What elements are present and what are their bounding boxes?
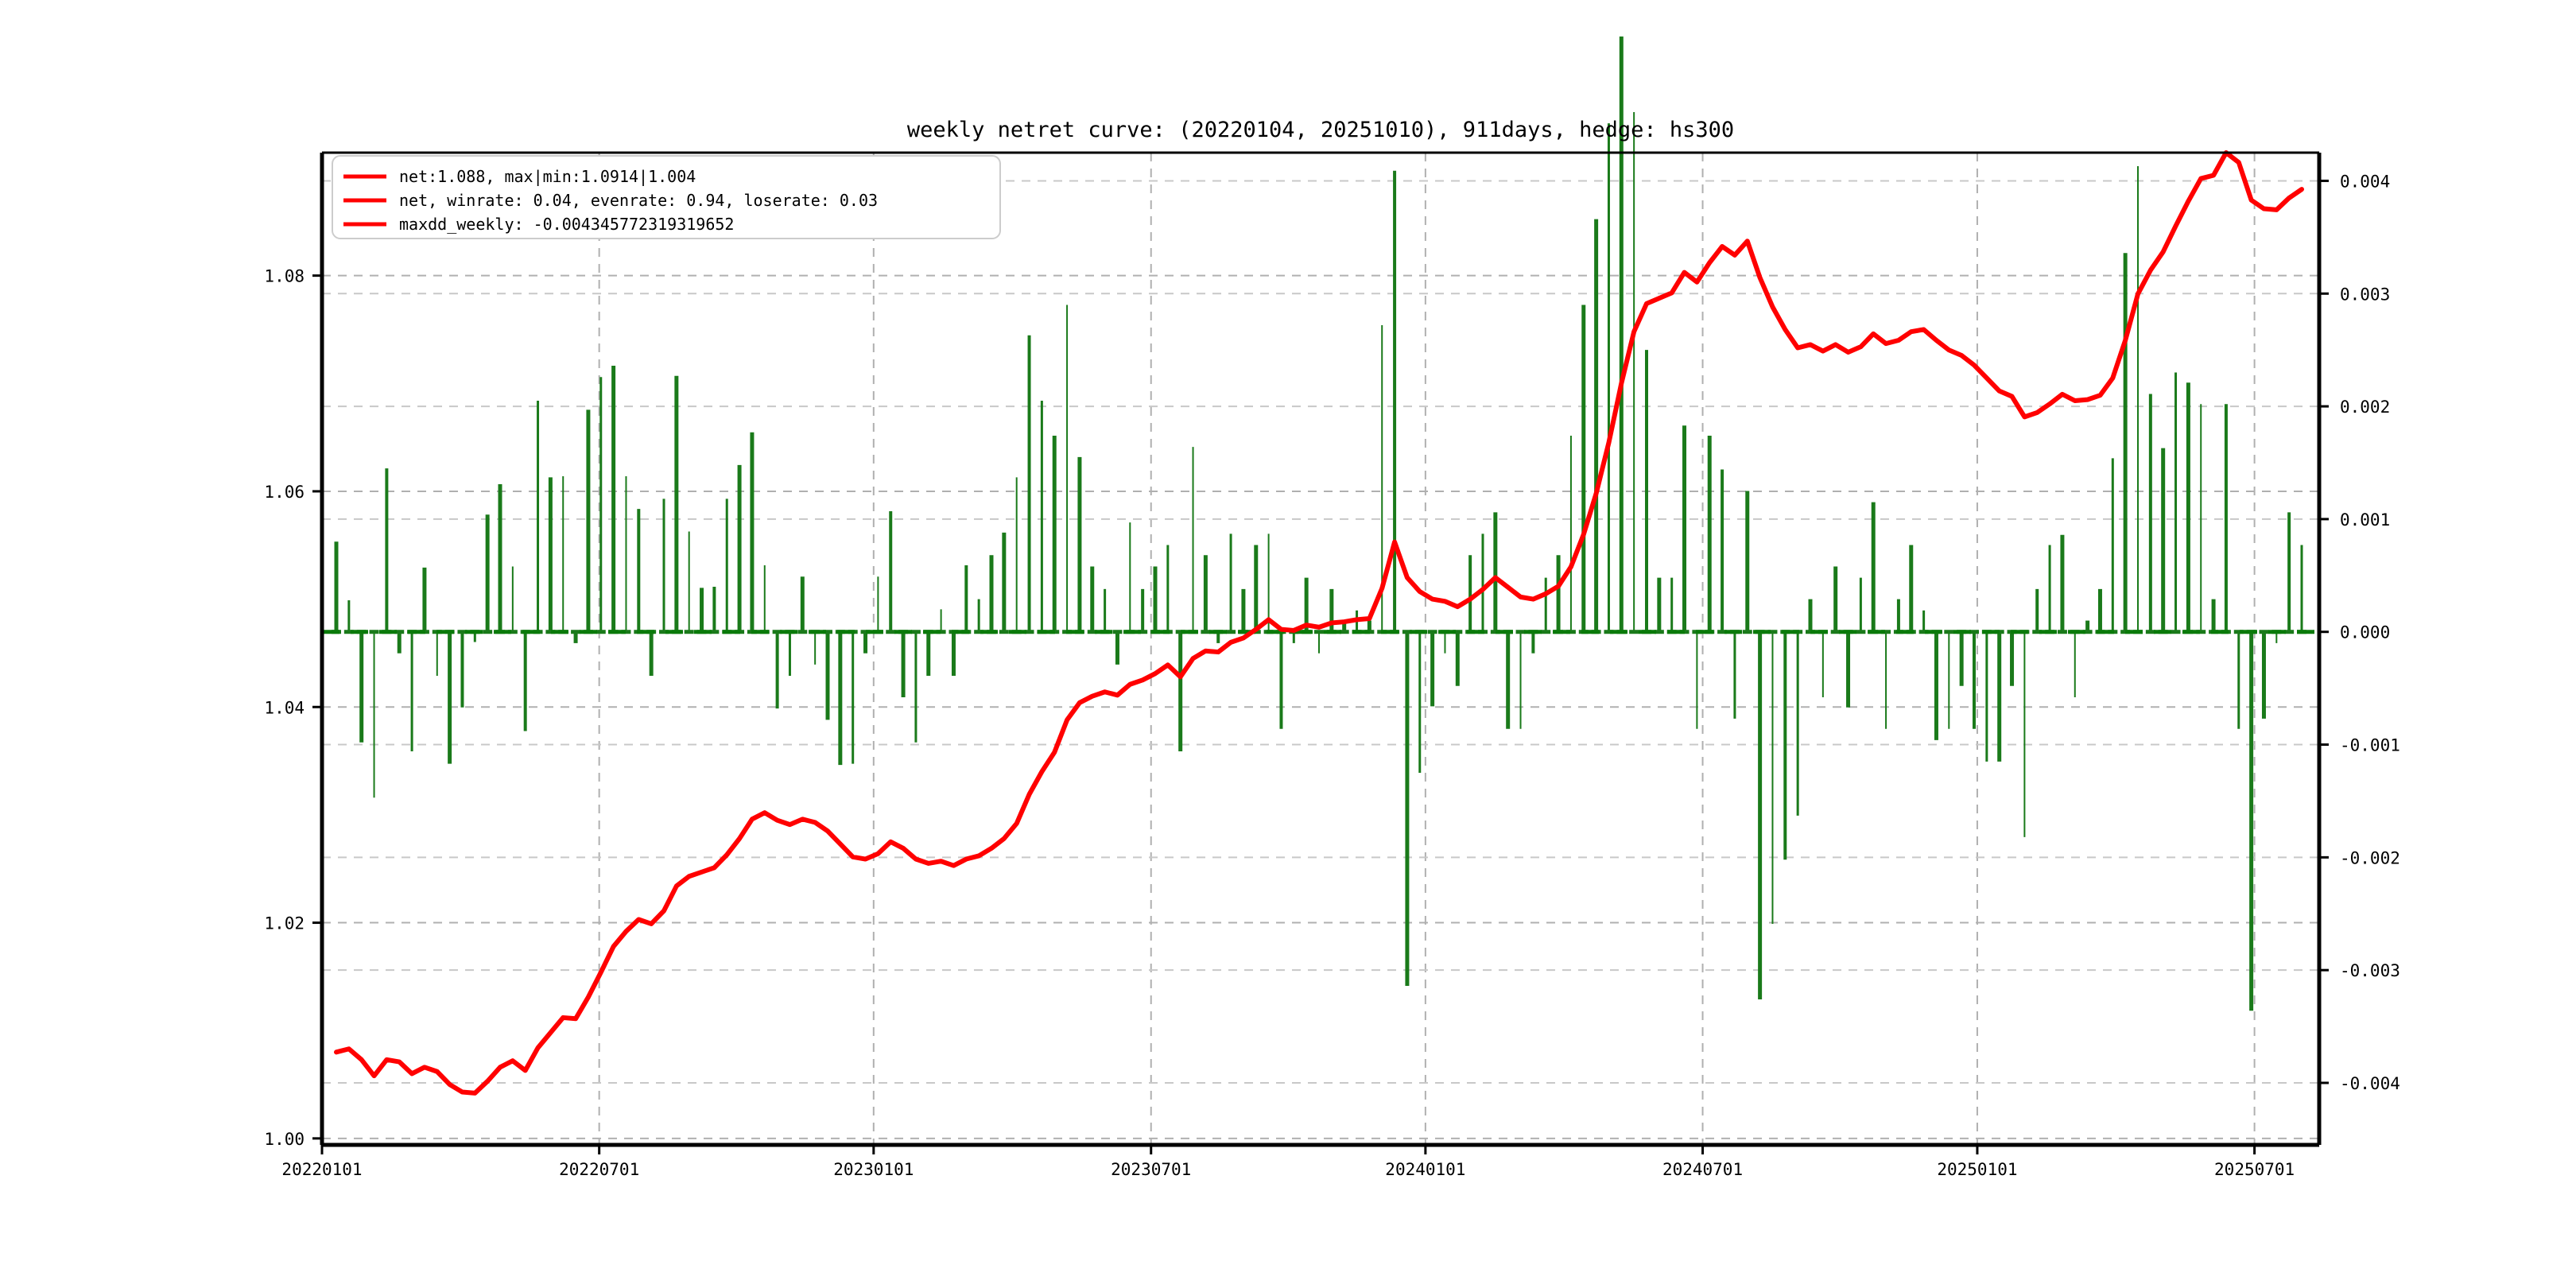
right-y-tick-label: -0.004 <box>2340 1074 2400 1093</box>
left-y-tick-label: 1.06 <box>264 483 305 502</box>
left-y-tick-label: 1.08 <box>264 267 305 286</box>
right-y-tick-label: -0.001 <box>2340 736 2400 755</box>
x-axis-tick-labels: 20220101 20220701 20230101 20230701 20240101… <box>281 1145 2295 1179</box>
plot-area-background <box>322 153 2319 1145</box>
right-y-tick-label: -0.003 <box>2340 961 2400 980</box>
x-tick-label: 20240701 <box>1662 1160 1743 1179</box>
x-tick-label: 20240101 <box>1385 1160 1465 1179</box>
left-y-tick-label: 1.00 <box>264 1130 305 1149</box>
left-y-tick-label: 1.02 <box>264 914 305 933</box>
x-tick-label: 20230701 <box>1111 1160 1191 1179</box>
grid-lines <box>321 153 2319 1145</box>
net-curve <box>334 150 2304 1096</box>
legend-entry-label: net, winrate: 0.04, evenrate: 0.94, lose… <box>399 191 878 210</box>
right-y-tick-label: 0.004 <box>2340 172 2390 191</box>
right-y-tick-label: 0.000 <box>2340 623 2390 642</box>
right-y-tick-label: 0.001 <box>2340 510 2390 530</box>
chart-legend: net:1.088, max|min:1.0914|1.004 net, winr… <box>332 155 1001 239</box>
right-y-axis-tick-labels: -0.004 -0.003 -0.002 -0.001 0.000 0.001 0.002 0… <box>2319 172 2400 1093</box>
x-tick-label: 20250101 <box>1937 1160 2017 1179</box>
legend-entry-label: maxdd_weekly: -0.004345772319319652 <box>399 215 734 234</box>
x-tick-label: 20250701 <box>2214 1160 2295 1179</box>
axis-spines <box>320 151 2322 1147</box>
x-tick-label: 20230101 <box>833 1160 914 1179</box>
page-title: weekly netret curve: (20220104, 20251010… <box>907 118 1734 142</box>
right-y-tick-label: 0.002 <box>2340 398 2390 417</box>
x-tick-label: 20220101 <box>281 1160 362 1179</box>
left-y-tick-label: 1.04 <box>264 698 305 717</box>
x-tick-label: 20220701 <box>559 1160 639 1179</box>
legend-entry-label: net:1.088, max|min:1.0914|1.004 <box>399 167 696 186</box>
left-y-axis-tick-labels: 1.00 1.02 1.04 1.06 1.08 <box>264 267 322 1149</box>
right-y-tick-label: 0.003 <box>2340 285 2390 304</box>
right-y-tick-label: -0.002 <box>2340 848 2400 867</box>
